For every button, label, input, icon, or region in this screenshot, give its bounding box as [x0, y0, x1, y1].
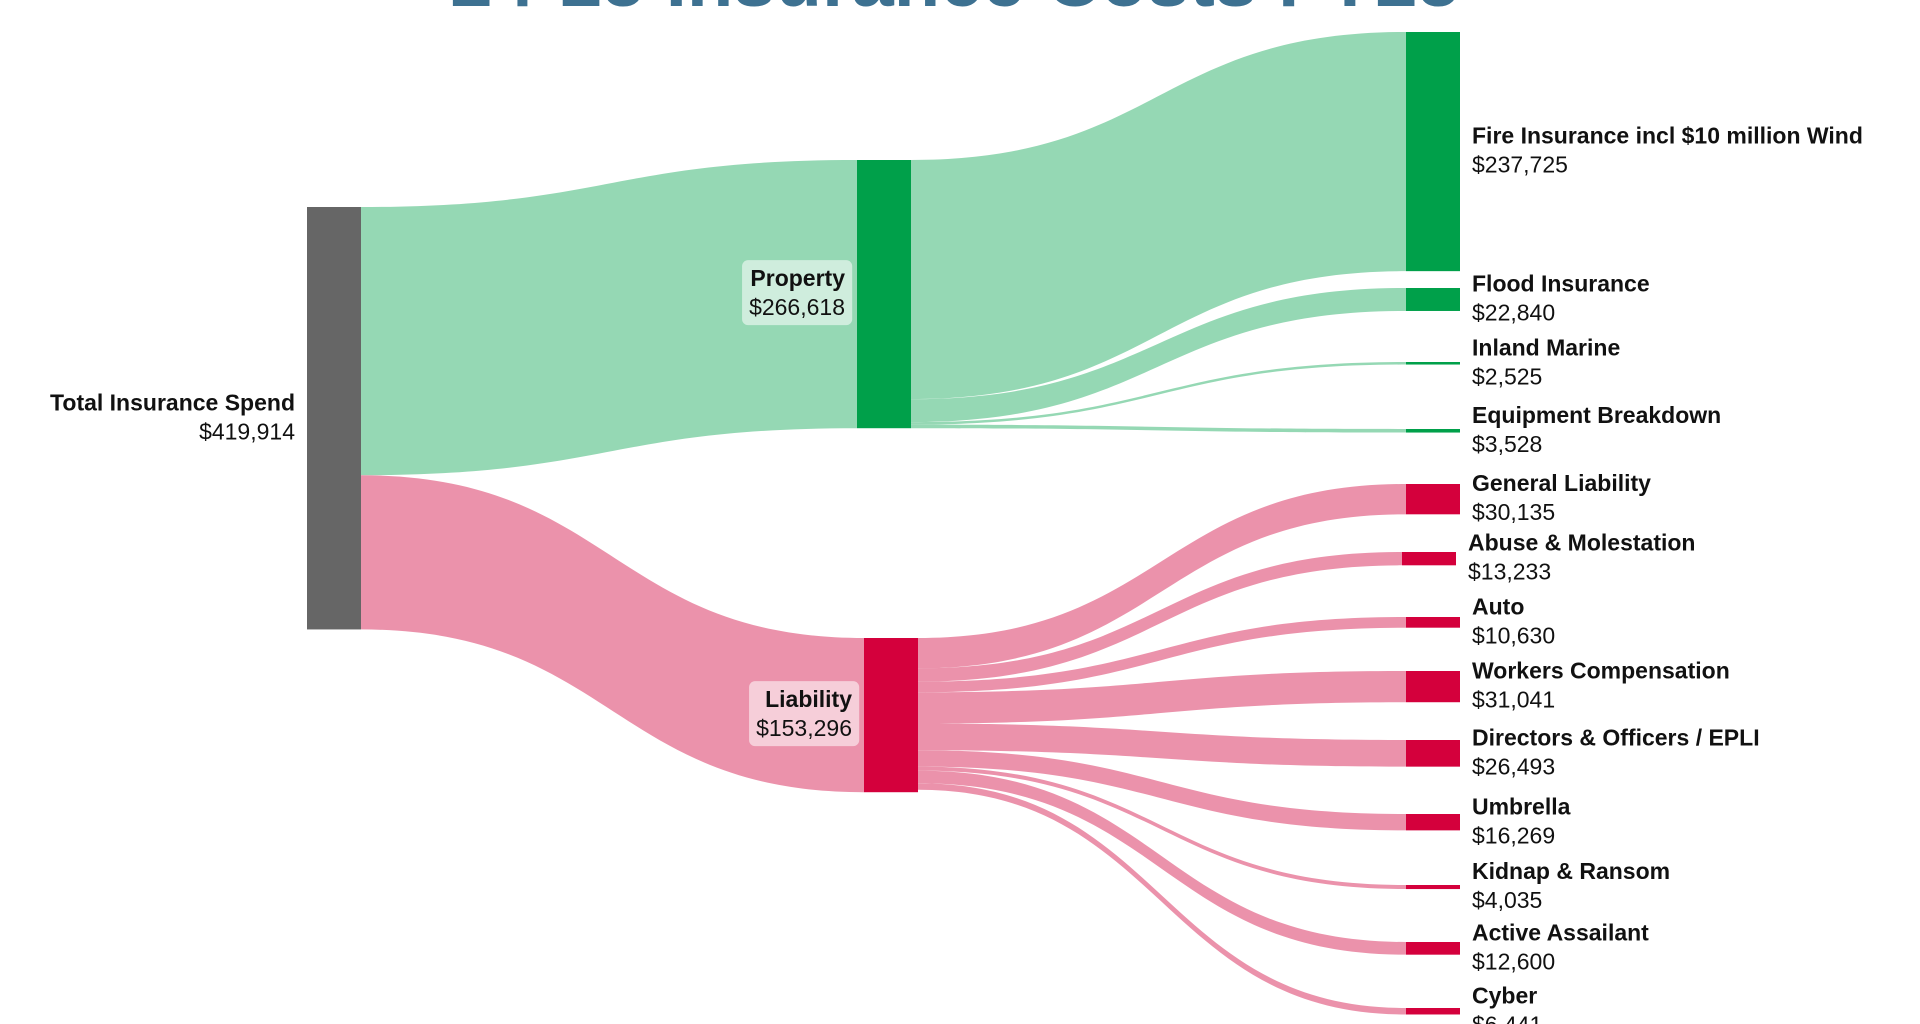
label-background — [742, 260, 853, 326]
link — [911, 288, 1406, 423]
node-value: $22,840 — [1472, 300, 1555, 326]
link — [918, 750, 1406, 831]
node — [1406, 429, 1460, 433]
node-name: Abuse & Molestation — [1468, 530, 1695, 556]
node — [1406, 942, 1460, 955]
node — [1406, 885, 1460, 890]
node-name: Inland Marine — [1472, 334, 1620, 360]
node-name: Total Insurance Spend — [50, 389, 295, 415]
node — [307, 207, 361, 630]
node — [1406, 740, 1460, 767]
labels: Total Insurance Spend $419,914 Property $26… — [50, 123, 1863, 1024]
node-value: $153,296 — [756, 715, 852, 741]
node — [1406, 617, 1460, 628]
node-value: $6,441 — [1472, 1011, 1542, 1024]
link — [361, 160, 857, 476]
node-value: $3,528 — [1472, 431, 1542, 457]
node-name: Property — [750, 265, 845, 291]
node — [1406, 1008, 1460, 1015]
node-name: Umbrella — [1472, 793, 1571, 819]
link — [911, 424, 1406, 433]
node-value: $2,525 — [1472, 363, 1542, 389]
node-value: $31,041 — [1472, 687, 1555, 713]
link — [911, 32, 1406, 400]
links — [361, 32, 1406, 1015]
node-name: Kidnap & Ransom — [1472, 858, 1670, 884]
node-name: Workers Compensation — [1472, 658, 1730, 684]
link — [361, 475, 864, 793]
node-value: $26,493 — [1472, 753, 1555, 779]
link — [918, 770, 1406, 955]
node-name: General Liability — [1472, 470, 1651, 496]
node-name: Flood Insurance — [1472, 271, 1650, 297]
node-name: Active Assailant — [1472, 919, 1649, 945]
node-value: $13,233 — [1468, 559, 1551, 585]
node-value: $419,914 — [199, 418, 295, 444]
node — [864, 638, 918, 793]
node-value: $266,618 — [749, 294, 845, 320]
node — [1406, 484, 1460, 515]
node — [1406, 288, 1460, 311]
node-name: Liability — [765, 686, 852, 712]
node — [1406, 671, 1460, 703]
link — [918, 766, 1406, 890]
node-name: Fire Insurance incl $10 million Wind — [1472, 123, 1863, 149]
node-name: Auto — [1472, 593, 1524, 619]
node — [1402, 552, 1456, 566]
link — [918, 552, 1402, 682]
node-value: $12,600 — [1472, 948, 1555, 974]
node — [1406, 32, 1460, 272]
link — [911, 362, 1406, 425]
node — [1406, 814, 1460, 831]
node-name: Equipment Breakdown — [1472, 402, 1721, 428]
node-value: $10,630 — [1472, 622, 1555, 648]
label-background — [749, 681, 860, 747]
link — [918, 671, 1406, 724]
node — [857, 160, 911, 429]
node-value: $4,035 — [1472, 887, 1542, 913]
node-name: Cyber — [1472, 982, 1537, 1008]
chart-title: 24-25 Insurance Costs FY25 — [450, 0, 1460, 23]
node-value: $237,725 — [1472, 152, 1568, 178]
node — [1406, 362, 1460, 365]
node-value: $16,269 — [1472, 822, 1555, 848]
nodes — [307, 32, 1460, 1015]
node-value: $30,135 — [1472, 499, 1555, 525]
node-name: Directors & Officers / EPLI — [1472, 724, 1760, 750]
link — [918, 723, 1406, 767]
link — [918, 484, 1406, 669]
link — [918, 617, 1406, 693]
link — [918, 783, 1406, 1015]
